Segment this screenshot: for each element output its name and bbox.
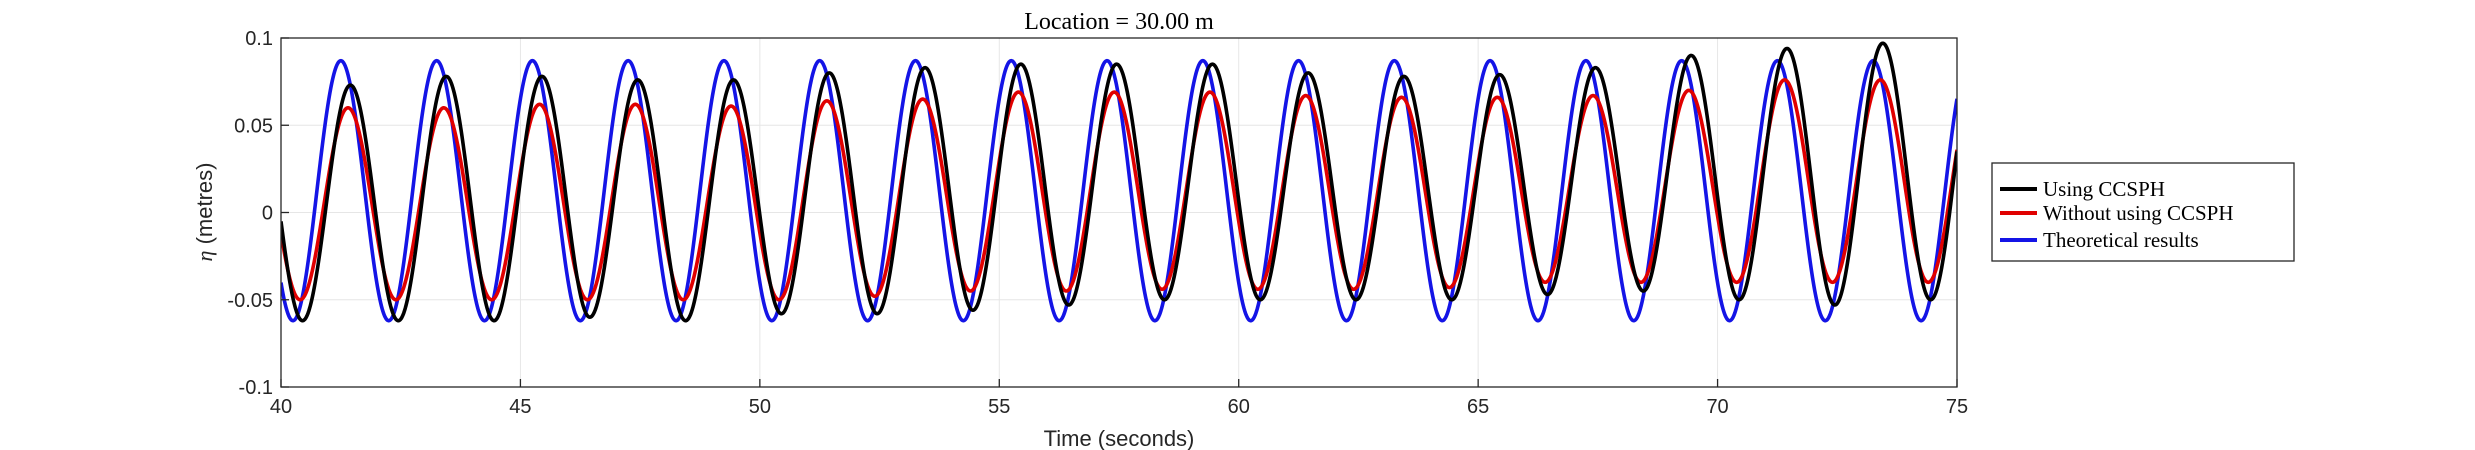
x-axis-title: Time (seconds) <box>1044 426 1195 450</box>
x-tick-label: 50 <box>749 396 771 418</box>
series-line-using-ccsph <box>281 41 1957 323</box>
legend-label-using-ccsph: Using CCSPH <box>2043 177 2165 201</box>
y-tick-label: 0.1 <box>245 28 273 50</box>
legend-box <box>1991 162 2295 262</box>
series-layer <box>281 41 1957 323</box>
x-tick-label: 55 <box>988 396 1010 418</box>
x-tick-label: 45 <box>509 396 531 418</box>
x-tick-label: 75 <box>1946 396 1968 418</box>
chart-title: Location = 30.00 m <box>1024 9 1214 35</box>
y-tick-label: -0.1 <box>239 377 273 399</box>
y-axis-ticks: -0.1 -0.05 0 0.05 0.1 <box>227 28 289 399</box>
y-tick-label: -0.05 <box>227 290 273 312</box>
y-tick-label: 0.05 <box>234 115 273 137</box>
y-axis-title: η (metres) <box>192 163 217 262</box>
series-line-without-ccsph <box>281 78 1957 302</box>
x-tick-label: 40 <box>270 396 292 418</box>
y-tick-label: 0 <box>262 203 273 225</box>
x-tick-label: 70 <box>1706 396 1728 418</box>
legend-label-theoretical: Theoretical results <box>2043 228 2199 252</box>
legend-label-without-ccsph: Without using CCSPH <box>2043 201 2234 225</box>
x-axis-ticks: 40 45 50 55 60 65 70 75 <box>270 379 1968 418</box>
x-tick-label: 65 <box>1467 396 1489 418</box>
x-tick-label: 60 <box>1228 396 1250 418</box>
legend: Using CCSPH Without using CCSPH Theoreti… <box>1991 162 2295 262</box>
